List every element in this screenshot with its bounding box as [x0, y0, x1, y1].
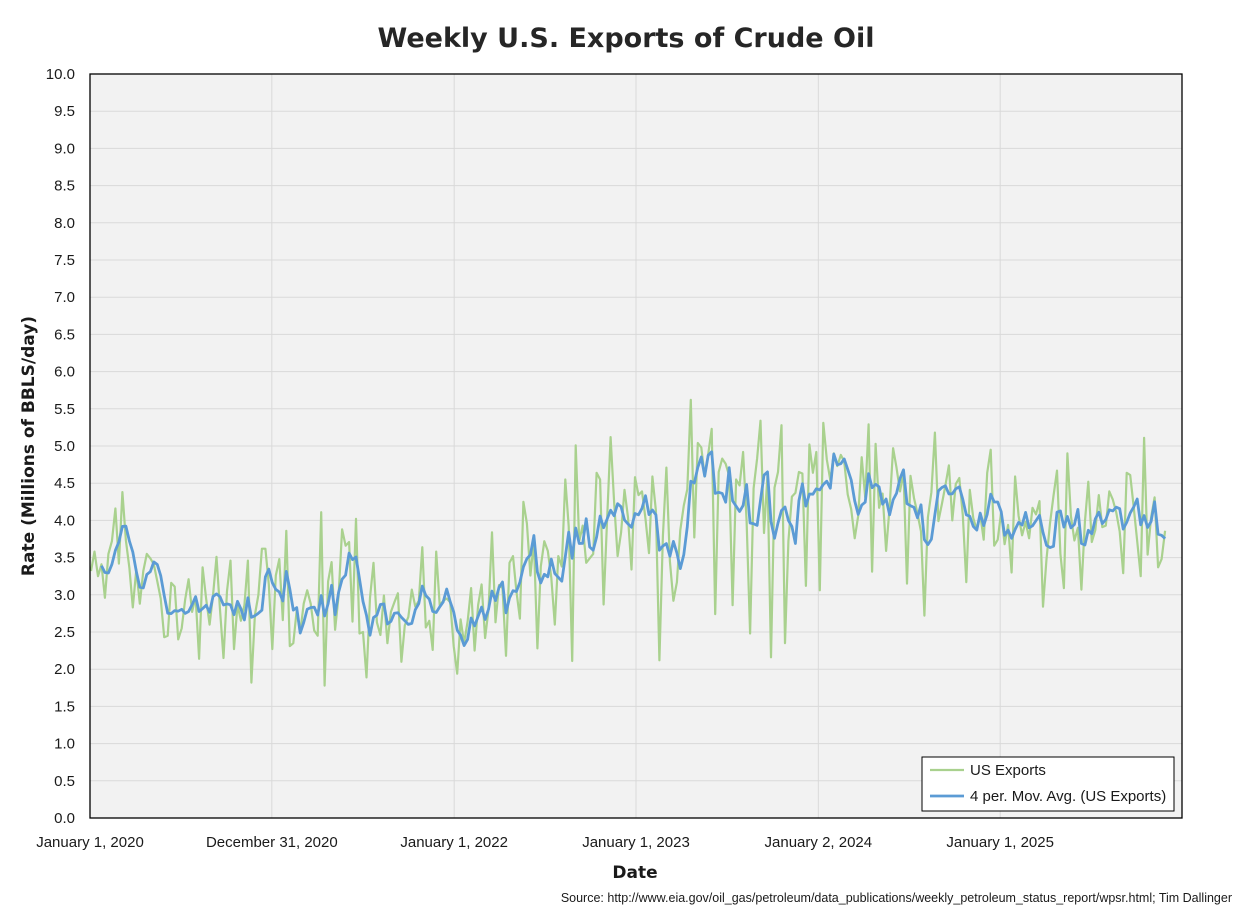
y-tick-label: 9.5	[54, 103, 75, 120]
y-tick-label: 10.0	[46, 66, 75, 83]
y-tick-label: 1.0	[54, 736, 75, 753]
gridlines	[89, 73, 1182, 819]
series-lines	[89, 398, 1167, 687]
x-tick-label: December 31, 2020	[206, 834, 338, 851]
source-note: Source: http://www.eia.gov/oil_gas/petro…	[561, 891, 1232, 905]
y-tick-label: 9.0	[54, 140, 75, 157]
plot-border	[89, 73, 1183, 819]
y-tick-label: 2.5	[54, 624, 75, 641]
legend-label-moving-average: 4 per. Mov. Avg. (US Exports)	[970, 788, 1166, 805]
x-tick-label: January 2, 2024	[765, 834, 873, 851]
x-tick-label: January 1, 2023	[582, 834, 690, 851]
y-tick-label: 5.5	[54, 401, 75, 418]
x-axis-ticks: January 1, 2020 December 31, 2020 January …	[36, 834, 1054, 851]
y-tick-label: 8.5	[54, 178, 75, 195]
y-tick-label: 2.0	[54, 661, 75, 678]
y-tick-label: 7.5	[54, 252, 75, 269]
y-tick-label: 0.5	[54, 773, 75, 790]
x-axis-label: Date	[612, 863, 657, 883]
y-tick-label: 4.5	[54, 475, 75, 492]
y-tick-label: 8.0	[54, 215, 75, 232]
y-tick-label: 3.0	[54, 587, 75, 604]
legend-box	[921, 756, 1175, 812]
y-tick-label: 5.0	[54, 438, 75, 455]
x-tick-label: January 1, 2025	[946, 834, 1054, 851]
y-axis-ticks: 0.0 0.5 1.0 1.5 2.0 2.5 3.0 3.5 4.0 4.5 5.0 5.5 6.0 6…	[46, 66, 75, 827]
chart-title: Weekly U.S. Exports of Crude Oil	[378, 23, 875, 54]
y-axis-label: Rate (Millions of BBLS/day)	[19, 316, 39, 576]
legend-label-us-exports: US Exports	[970, 762, 1046, 779]
y-tick-label: 4.0	[54, 512, 75, 529]
x-tick-label: January 1, 2022	[400, 834, 508, 851]
y-tick-label: 7.0	[54, 289, 75, 306]
series-line-moving-average	[100, 450, 1167, 647]
legend: US Exports 4 per. Mov. Avg. (US Exports)	[921, 756, 1175, 812]
y-tick-label: 6.5	[54, 326, 75, 343]
series-line-us-exports	[89, 398, 1167, 687]
y-tick-label: 6.0	[54, 364, 75, 381]
y-tick-label: 1.5	[54, 698, 75, 715]
x-tick-label: January 1, 2020	[36, 834, 144, 851]
y-tick-label: 0.0	[54, 810, 75, 827]
y-tick-label: 3.5	[54, 550, 75, 567]
